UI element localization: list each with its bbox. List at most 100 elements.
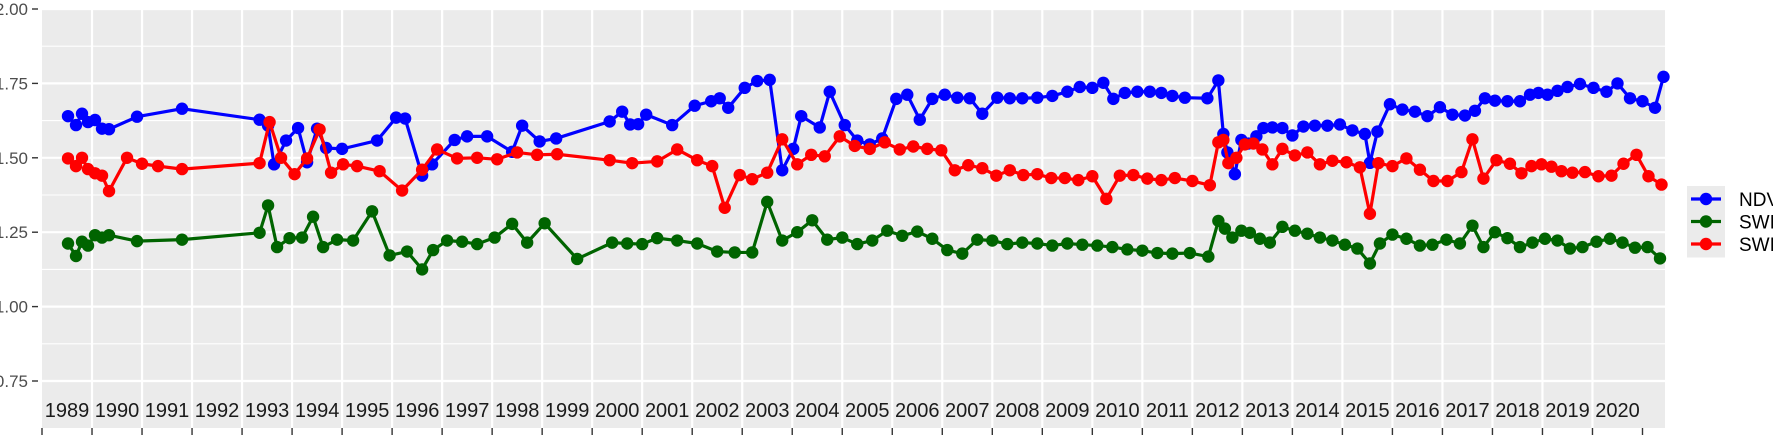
data-point-swir2 — [1628, 241, 1642, 254]
data-point-swir2 — [1538, 232, 1552, 245]
data-point-swir2 — [283, 231, 296, 245]
legend-item-swir2[interactable]: SWIR2 — [1691, 213, 1773, 234]
data-point-swir2 — [776, 234, 789, 247]
series-swir1 — [61, 115, 1668, 220]
x-axis-year-label: 1991 — [145, 400, 190, 422]
x-axis-year-label: 2015 — [1345, 400, 1390, 422]
data-point-swir1 — [761, 166, 774, 179]
data-point-swir1 — [288, 167, 301, 181]
data-point-swir1 — [818, 150, 831, 163]
data-point-swir2 — [1363, 257, 1377, 270]
legend-marker-swir2 — [1699, 215, 1713, 228]
data-point-ndvi — [963, 92, 976, 105]
data-point-swir1 — [1413, 163, 1427, 176]
x-axis-year-label: 1992 — [195, 400, 240, 422]
data-point-swir2 — [956, 247, 969, 260]
data-point-ndvi — [1212, 74, 1225, 87]
data-point-swir1 — [1313, 158, 1327, 171]
legend-item-swir1[interactable]: SWIR1 — [1691, 235, 1773, 256]
data-point-swir2 — [746, 246, 759, 259]
data-point-swir1 — [95, 169, 109, 182]
data-point-ndvi — [398, 112, 412, 125]
data-point-ndvi — [1501, 95, 1514, 108]
data-point-swir2 — [1616, 236, 1629, 249]
data-point-swir2 — [926, 232, 939, 245]
data-point-ndvi — [1333, 118, 1347, 131]
data-point-swir1 — [935, 144, 948, 157]
data-point-ndvi — [1107, 92, 1120, 106]
data-point-swir1 — [490, 153, 504, 166]
data-point-swir2 — [1603, 232, 1617, 245]
data-point-swir1 — [1477, 172, 1490, 185]
data-point-swir1 — [61, 152, 75, 165]
data-point-ndvi — [1358, 127, 1372, 141]
data-point-swir2 — [1386, 228, 1399, 241]
data-point-ndvi — [1636, 95, 1649, 108]
data-point-swir2 — [175, 233, 189, 246]
x-axis-year-label: 2002 — [695, 400, 740, 422]
axis-tick-marks — [41, 428, 1644, 435]
data-point-ndvi — [1383, 98, 1397, 111]
data-point-swir1 — [151, 159, 165, 173]
data-point-swir1 — [1566, 166, 1579, 179]
data-point-ndvi — [1046, 89, 1059, 103]
data-point-ndvi — [1143, 85, 1157, 98]
data-point-ndvi — [738, 81, 751, 95]
data-point-swir2 — [1166, 247, 1179, 260]
data-point-ndvi — [88, 113, 102, 127]
data-point-ndvi — [615, 105, 629, 118]
data-point-swir1 — [324, 166, 338, 179]
data-point-swir2 — [1488, 226, 1502, 239]
data-point-swir2 — [81, 239, 95, 252]
data-point-ndvi — [665, 118, 679, 132]
data-point-swir1 — [976, 162, 989, 175]
data-point-ndvi — [1408, 105, 1422, 118]
panel-background — [42, 9, 1665, 428]
data-point-swir2 — [711, 245, 724, 258]
data-point-swir1 — [1045, 171, 1058, 185]
x-axis-year-label: 2009 — [1045, 400, 1090, 422]
data-point-swir1 — [1256, 143, 1269, 156]
data-point-ndvi — [1118, 86, 1132, 100]
data-point-ndvi — [1061, 85, 1074, 98]
data-point-swir2 — [1202, 250, 1215, 263]
data-point-swir1 — [395, 184, 409, 197]
data-point-swir1 — [1372, 156, 1385, 170]
data-point-swir1 — [733, 168, 746, 182]
data-point-ndvi — [1308, 119, 1322, 132]
data-point-swir2 — [570, 252, 584, 266]
x-axis-year-label: 2005 — [845, 400, 890, 422]
data-point-ndvi — [1433, 101, 1447, 114]
data-point-swir2 — [440, 234, 454, 247]
data-point-swir1 — [718, 201, 731, 214]
legend-item-ndvi[interactable]: NDVI — [1691, 190, 1773, 211]
data-series-group — [61, 70, 1670, 276]
data-point-swir2 — [1263, 236, 1277, 249]
data-point-swir2 — [520, 236, 534, 249]
x-axis-labels: 1989 1990 1991 1992 1993 1994 1995 1996 1997 1998… — [45, 400, 1640, 422]
data-point-swir1 — [1230, 151, 1243, 164]
data-point-swir1 — [470, 151, 484, 164]
data-point-ndvi — [1648, 101, 1662, 115]
data-point-swir2 — [911, 225, 924, 238]
data-point-swir2 — [1440, 233, 1453, 246]
data-point-swir1 — [1155, 173, 1168, 187]
x-axis-year-label: 1994 — [295, 400, 340, 422]
data-point-swir1 — [373, 164, 386, 178]
series-ndvi — [61, 70, 1670, 182]
data-point-ndvi — [1166, 89, 1179, 103]
series-swir2 — [61, 195, 1667, 276]
y-axis-tick-label: 2.00 — [0, 0, 28, 19]
data-point-swir2 — [1653, 252, 1667, 265]
data-point-swir2 — [1001, 237, 1014, 251]
data-point-swir1 — [336, 158, 350, 171]
data-point-swir2 — [1091, 239, 1104, 252]
data-point-swir1 — [300, 152, 314, 165]
y-axis-tick-label: 0.75 — [0, 372, 28, 391]
data-point-ndvi — [1178, 91, 1192, 104]
data-point-swir1 — [1266, 158, 1279, 171]
y-axis-tick-label: 1.00 — [0, 298, 28, 317]
data-point-ndvi — [1421, 109, 1434, 123]
data-point-swir1 — [350, 159, 364, 173]
data-point-swir2 — [650, 231, 664, 245]
